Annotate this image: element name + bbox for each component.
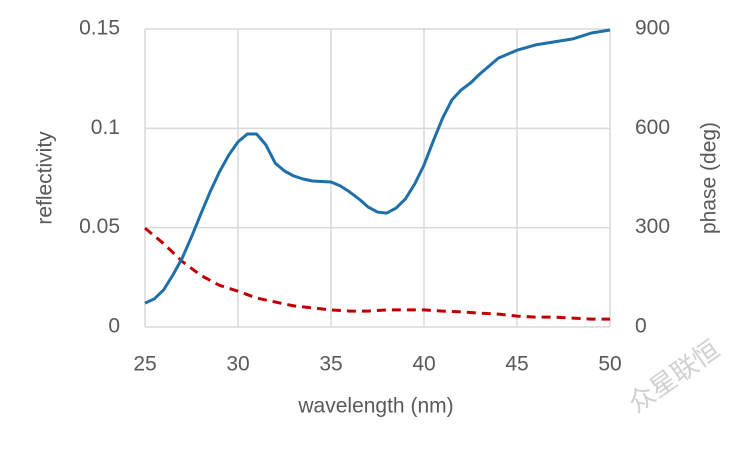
y2-tick-label: 600 — [635, 116, 670, 139]
y-axis-label: reflectivity — [34, 131, 57, 225]
x-tick-label: 45 — [505, 353, 528, 376]
y2-tick-label: 0 — [635, 315, 647, 338]
y2-tick-label: 900 — [635, 17, 670, 40]
y-tick-label: 0 — [108, 315, 120, 338]
y-tick-label: 0.1 — [91, 116, 120, 139]
y2-tick-label: 300 — [635, 215, 670, 238]
y2-axis-label: phase (deg) — [698, 122, 721, 234]
series-line — [144, 28, 611, 305]
y-tick-label: 0.05 — [79, 215, 120, 238]
x-tick-label: 30 — [226, 353, 249, 376]
x-tick-label: 50 — [598, 353, 621, 376]
x-tick-label: 35 — [319, 353, 342, 376]
x-tick-label: 40 — [412, 353, 435, 376]
x-tick-label: 25 — [133, 353, 156, 376]
y-tick-label: 0.15 — [79, 17, 120, 40]
watermark: 众星联恒 — [623, 334, 725, 418]
series-line — [144, 226, 610, 321]
x-axis-label: wavelength (nm) — [297, 395, 453, 418]
